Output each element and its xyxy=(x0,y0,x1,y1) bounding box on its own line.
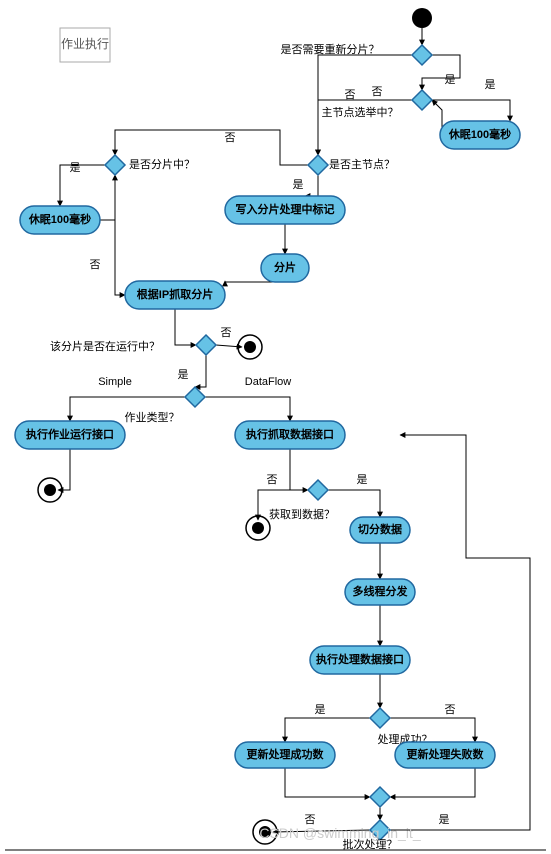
edge-label: 否 xyxy=(267,474,278,486)
edge-label: 是 xyxy=(357,473,368,486)
node-d1: 是否需要重新分片？ xyxy=(281,42,433,65)
svg-text:作业类型？: 作业类型？ xyxy=(125,410,180,424)
edge-n_fail-m1 xyxy=(390,768,475,797)
edge-label: 否 xyxy=(345,89,356,101)
edge-n_fetch-d5 xyxy=(175,309,196,345)
svg-text:是否需要重新分片？: 是否需要重新分片？ xyxy=(281,42,380,56)
edge-label: 是 xyxy=(70,161,81,174)
node-n_fetchdata: 执行抓取数据接口 xyxy=(235,421,345,449)
node-n_fail: 更新处理失败数 xyxy=(395,742,495,768)
svg-text:执行处理数据接口: 执行处理数据接口 xyxy=(316,652,404,666)
edge-label: 是 xyxy=(293,178,304,191)
watermark: CSDN @swimming_in_it_ xyxy=(259,825,420,841)
node-n_sleep100_r: 休眠100毫秒 xyxy=(440,121,520,149)
node-n_proc: 执行处理数据接口 xyxy=(310,646,410,674)
svg-text:写入分片处理中标记: 写入分片处理中标记 xyxy=(236,202,335,216)
node-m1 xyxy=(370,787,390,807)
edge-d4-n_fetch xyxy=(115,175,125,295)
svg-text:该分片是否在运行中？: 该分片是否在运行中？ xyxy=(50,339,160,353)
svg-text:休眠100毫秒: 休眠100毫秒 xyxy=(28,212,91,226)
edge-label: 否 xyxy=(445,704,456,716)
edge-d1-d3 xyxy=(318,55,412,155)
svg-text:多线程分发: 多线程分发 xyxy=(353,584,409,598)
edge-label: 是 xyxy=(445,73,456,86)
edge-d7-n_cut xyxy=(328,490,380,517)
edge-n_fetchdata-d7 xyxy=(290,449,308,490)
edge-d4-n_sleep100_l xyxy=(60,165,105,206)
edge-label: Simple xyxy=(98,376,132,388)
edge-n_shard-n_fetch xyxy=(225,281,275,282)
edge-d6-n_fetchdata xyxy=(205,397,290,421)
edge-label: 是 xyxy=(485,78,496,91)
edge-label: 否 xyxy=(90,259,101,271)
svg-text:获取到数据？: 获取到数据？ xyxy=(269,507,335,521)
svg-text:切分数据: 切分数据 xyxy=(358,522,402,536)
node-d6: 作业类型？ xyxy=(125,387,206,424)
edge-label: 否 xyxy=(225,132,236,144)
svg-text:分片: 分片 xyxy=(274,260,296,274)
edge-n_sleep100_l-d4 xyxy=(100,175,115,220)
node-n_sleep100_l: 休眠100毫秒 xyxy=(20,206,100,234)
node-n_succ: 更新处理成功数 xyxy=(235,742,335,768)
edge-label: 是 xyxy=(315,703,326,716)
svg-text:根据IP抓取分片: 根据IP抓取分片 xyxy=(137,287,213,301)
edge-n_succ-m1 xyxy=(285,768,370,797)
node-n_cut: 切分数据 xyxy=(350,517,410,543)
node-n_fetch: 根据IP抓取分片 xyxy=(125,281,225,309)
svg-text:主节点选举中？: 主节点选举中？ xyxy=(322,105,399,119)
svg-text:更新处理成功数: 更新处理成功数 xyxy=(247,747,325,761)
edge-d5-d6 xyxy=(195,355,206,387)
node-d4: 是否分片中？ xyxy=(105,155,195,175)
node-n_simple: 执行作业运行接口 xyxy=(15,421,125,449)
edge-label: 否 xyxy=(372,86,383,98)
node-n_shard: 分片 xyxy=(261,254,309,282)
svg-text:执行作业运行接口: 执行作业运行接口 xyxy=(26,427,114,441)
edge-label: DataFlow xyxy=(245,376,292,388)
edge-d2-n_sleep100_r xyxy=(432,100,510,121)
node-n_multi: 多线程分发 xyxy=(345,579,415,605)
node-d7: 获取到数据？ xyxy=(269,480,335,521)
node-d8: 处理成功？ xyxy=(370,708,433,746)
edge-label: 否 xyxy=(221,327,232,339)
svg-text:作业执行: 作业执行 xyxy=(61,37,109,51)
edge-label: 是 xyxy=(439,813,450,826)
edge-d9-n_fetchdata xyxy=(390,435,530,830)
svg-text:休眠100毫秒: 休眠100毫秒 xyxy=(448,127,511,141)
node-n_write: 写入分片处理中标记 xyxy=(225,196,345,224)
svg-text:是否分片中？: 是否分片中？ xyxy=(129,158,195,171)
svg-text:执行抓取数据接口: 执行抓取数据接口 xyxy=(246,427,334,441)
svg-text:是否主节点？: 是否主节点？ xyxy=(329,158,395,171)
node-start xyxy=(412,8,432,28)
node-d3: 是否主节点？ xyxy=(308,155,395,175)
svg-text:更新处理失败数: 更新处理失败数 xyxy=(407,747,485,761)
edge-d8-n_succ xyxy=(285,718,370,742)
edge-label: 是 xyxy=(178,368,189,381)
edge-d3-n_write xyxy=(305,175,318,196)
node-title: 作业执行 xyxy=(60,28,110,62)
